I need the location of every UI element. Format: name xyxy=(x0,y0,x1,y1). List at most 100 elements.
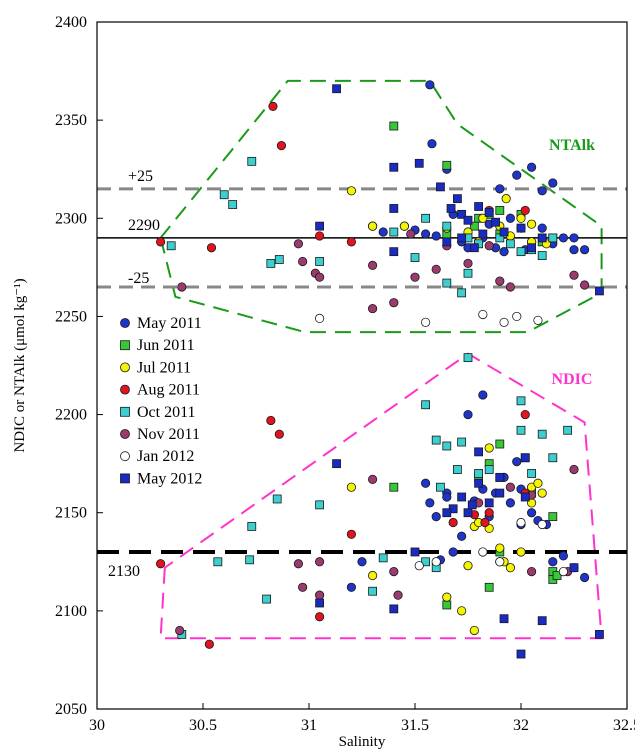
data-point xyxy=(457,209,467,219)
y-tick-label: 2400 xyxy=(55,14,87,31)
data-point xyxy=(495,439,505,449)
x-axis-label: Salinity xyxy=(339,734,386,749)
data-point xyxy=(431,557,441,567)
data-point xyxy=(512,457,522,467)
data-point xyxy=(442,237,452,247)
data-point xyxy=(266,259,276,268)
data-point xyxy=(213,557,223,567)
data-point xyxy=(484,241,494,251)
data-point xyxy=(315,598,325,608)
data-point xyxy=(505,563,515,573)
data-point xyxy=(463,508,473,518)
data-point xyxy=(357,557,367,567)
legend-label: May 2012 xyxy=(137,470,202,487)
data-point xyxy=(346,186,356,196)
data-point xyxy=(442,492,452,502)
data-point xyxy=(442,221,452,231)
data-point xyxy=(442,508,452,518)
data-point xyxy=(314,557,325,567)
y-tick-label: 2050 xyxy=(55,701,87,718)
data-point xyxy=(484,207,494,217)
data-point xyxy=(516,547,526,557)
y-axis-label: NDIC or NTAlk (μmol kg⁻¹) xyxy=(12,278,28,452)
data-point xyxy=(516,425,526,435)
data-point xyxy=(272,494,282,504)
data-point xyxy=(548,557,558,567)
data-point xyxy=(569,270,579,280)
points-layer xyxy=(156,80,604,659)
data-point xyxy=(228,200,238,209)
data-point xyxy=(452,194,462,204)
data-point xyxy=(421,400,431,410)
data-point xyxy=(526,566,537,577)
data-point xyxy=(436,482,445,492)
data-point xyxy=(431,264,441,274)
data-point xyxy=(516,247,526,257)
data-point xyxy=(537,223,547,233)
data-point xyxy=(467,500,477,510)
data-point xyxy=(484,443,494,453)
data-point xyxy=(410,547,420,557)
series-nov-2011 xyxy=(175,229,590,636)
data-point xyxy=(463,353,473,363)
y-tick-label: 2250 xyxy=(55,308,87,325)
data-point xyxy=(512,311,522,322)
data-point xyxy=(478,547,488,557)
data-point xyxy=(558,233,569,243)
data-point xyxy=(484,465,494,474)
data-point xyxy=(569,245,579,255)
data-point xyxy=(420,229,431,239)
data-point xyxy=(463,258,473,269)
data-point xyxy=(495,557,505,567)
data-point xyxy=(425,498,435,508)
data-point xyxy=(558,551,569,561)
data-point xyxy=(346,482,356,492)
data-point xyxy=(274,255,284,264)
data-point xyxy=(293,559,303,569)
data-point xyxy=(520,492,530,502)
legend-marker xyxy=(120,318,130,328)
data-point xyxy=(276,141,287,151)
data-point xyxy=(480,517,490,528)
data-point xyxy=(332,84,341,94)
region-label-ndic: NDIC xyxy=(552,371,593,388)
data-point xyxy=(346,582,356,592)
data-point xyxy=(389,247,399,257)
data-point xyxy=(516,213,526,223)
data-point xyxy=(537,429,547,439)
data-point xyxy=(367,221,378,231)
legend-label: Aug 2011 xyxy=(137,382,200,399)
legend-label: Jan 2012 xyxy=(137,448,194,465)
data-point xyxy=(569,233,579,243)
data-point xyxy=(505,213,515,223)
data-point xyxy=(389,162,399,172)
data-point xyxy=(463,409,473,420)
legend-marker xyxy=(120,473,130,484)
data-point xyxy=(474,469,484,478)
y-tick-label: 2300 xyxy=(55,210,87,227)
data-point xyxy=(314,231,325,241)
data-point xyxy=(520,453,530,463)
x-tick-label: 30 xyxy=(89,717,105,734)
data-point xyxy=(389,566,399,577)
data-point xyxy=(414,158,424,168)
reference-label-25: -25 xyxy=(128,270,149,287)
x-tick-label: 30.5 xyxy=(189,717,217,734)
data-point xyxy=(448,547,458,557)
data-point xyxy=(389,227,399,237)
data-point xyxy=(315,257,325,266)
y-tick-label: 2150 xyxy=(55,505,87,522)
data-point xyxy=(537,251,547,260)
data-point xyxy=(457,437,467,447)
data-point xyxy=(478,229,488,239)
data-point xyxy=(156,559,166,569)
data-point xyxy=(414,561,424,571)
data-point xyxy=(505,282,515,292)
data-point xyxy=(389,121,399,131)
data-point xyxy=(457,233,467,243)
data-point xyxy=(406,229,416,239)
data-point xyxy=(389,298,399,308)
data-point xyxy=(431,512,441,522)
data-point xyxy=(463,215,473,225)
